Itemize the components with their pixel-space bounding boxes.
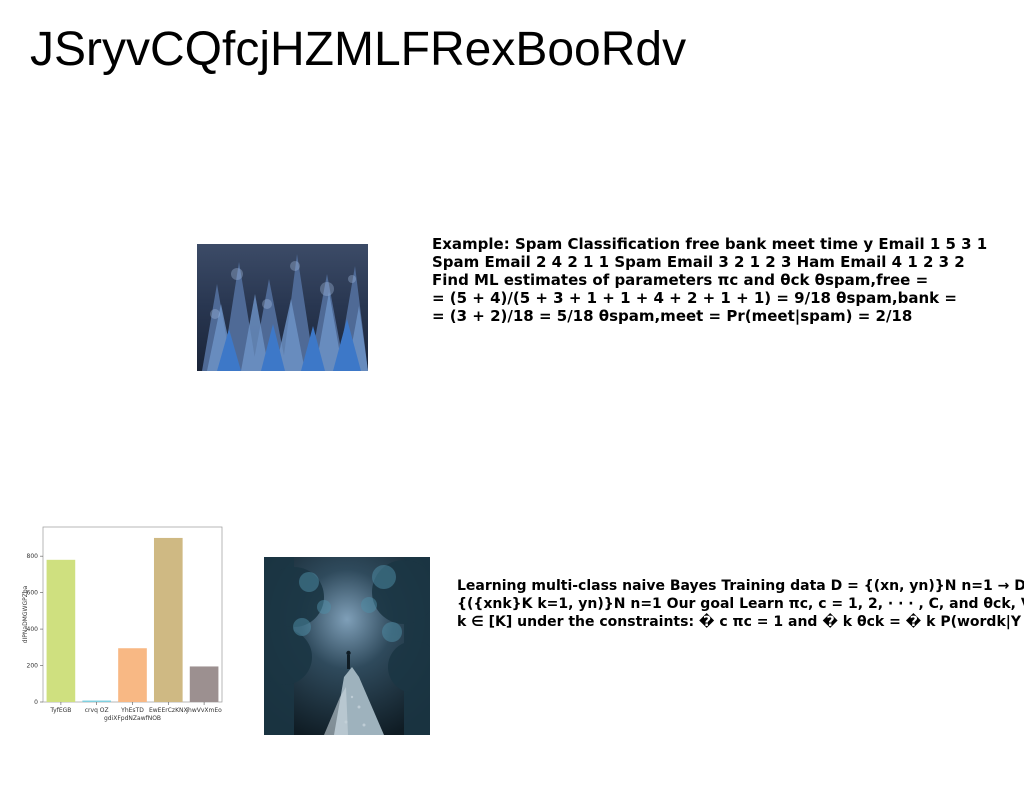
text-line: Learning multi-class naive Bayes Trainin… (457, 578, 1024, 594)
bar-chart: 0 200 400 600 800 TyfEGB crvq OZ YhEsTD EwEErCzK… (18, 520, 228, 730)
bar (46, 559, 76, 702)
text-line: Example: Spam Classification free bank m… (432, 235, 988, 253)
x-tick-label: YhEsTD (120, 707, 144, 714)
text-line: Find ML estimates of parameters πc and θ… (432, 271, 929, 289)
spam-classification-text: Example: Spam Classification free bank m… (432, 235, 1022, 325)
y-tick-label: 800 (27, 553, 39, 560)
bar (82, 700, 112, 702)
bar (118, 648, 147, 702)
text-line: = (5 + 4)/(5 + 3 + 1 + 1 + 4 + 2 + 1 + 1… (432, 289, 957, 307)
y-tick-label: 600 (27, 590, 39, 597)
bar-chart-svg: 0 200 400 600 800 TyfEGB crvq OZ YhEsTD EwEErCzK… (22, 526, 223, 722)
forest-path-photo-icon (264, 557, 430, 735)
forest-photo-icon (197, 244, 368, 371)
bar (189, 666, 219, 702)
text-line: = (3 + 2)/18 = 5/18 θspam,meet = Pr(meet… (432, 307, 913, 325)
naive-bayes-text: Learning multi-class naive Bayes Trainin… (457, 577, 1024, 631)
text-line: k ∈ [K] under the constraints: � c πc = … (457, 614, 1022, 630)
x-tick-label: crvq OZ (85, 707, 109, 714)
text-line: {({xnk}K k=1, yn)}N n=1 Our goal Learn π… (457, 596, 1024, 612)
y-tick-label: 0 (34, 699, 38, 706)
page-title: JSryvCQfcjHZMLFRexBooRdv (30, 23, 687, 76)
x-tick-label: jhwVvXmEo (185, 707, 222, 714)
bar (153, 537, 183, 702)
y-tick-label: 400 (27, 626, 39, 633)
x-axis-label: gdiXFpdNZawfNOB (104, 715, 161, 722)
x-tick-label: TyfEGB (49, 707, 71, 714)
text-line: Spam Email 2 4 2 1 1 Spam Email 3 2 1 2 … (432, 253, 965, 271)
x-tick-label: EwEErCzKNX (149, 707, 188, 714)
y-tick-label: 200 (27, 663, 39, 670)
y-axis-label: dIPNaDMGWGPZba (22, 585, 29, 643)
